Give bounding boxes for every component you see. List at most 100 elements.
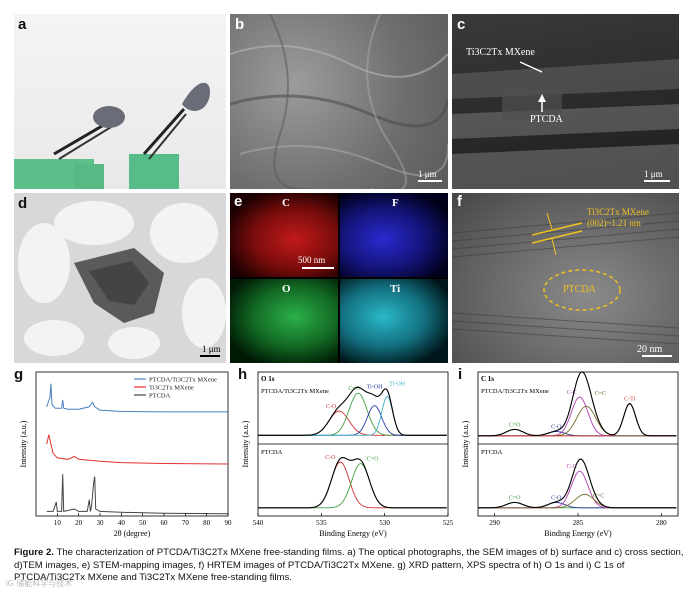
xrd-legend-label-1: Ti3C2Tx MXene xyxy=(149,385,194,392)
xrd-legend-label-2: PTCDA xyxy=(149,393,171,400)
xrd-x-tick-label-3: 40 xyxy=(118,519,126,527)
c1s-title: C 1s xyxy=(481,375,494,383)
xrd-legend-label-0: PTCDA/Ti3C2Tx MXene xyxy=(149,377,217,384)
map-label-o: O xyxy=(282,283,291,295)
sem-texture xyxy=(230,14,448,189)
xrd-x-axis-label: 2θ (degree) xyxy=(114,529,151,538)
c1s-y-axis-label: Intensity (a.u.) xyxy=(461,420,470,467)
panel-label-g: g xyxy=(14,366,24,383)
map-c xyxy=(230,193,338,277)
photo-illustration xyxy=(14,82,210,189)
panel-label-e: e xyxy=(234,193,243,210)
c1s-sub1-component-0 xyxy=(478,501,677,509)
xrd-x-tick-label-7: 80 xyxy=(203,519,211,527)
panel-h-o1s: h O 1s C-O C=O Ti-OH Ti-OH PTCDA/Ti3C2Tx MXen… xyxy=(236,366,456,544)
c1s-sub1-label: PTCDA xyxy=(481,449,503,456)
map-f xyxy=(340,193,448,277)
c1s-sub0-component-label-4: C-Ti xyxy=(624,396,635,402)
map-ti xyxy=(340,279,448,363)
panel-c-sem-cross-section: c Ti3C2Tx MXene PTCDA 1 μm xyxy=(452,14,679,189)
panel-g-xrd: g PTCDA/Ti3C2Tx MXene Ti3C2Tx MXene PTCDA 1… xyxy=(14,366,236,544)
annotation-ptcda-f: PTCDA xyxy=(563,284,596,295)
panel-d-tem: d 1 μm xyxy=(14,193,226,363)
c1s-x-axis-label: Binding Energy (eV) xyxy=(544,529,612,538)
o1s-x-tick-label-2: 530 xyxy=(379,519,390,527)
o1s-sub1-component-1 xyxy=(258,463,447,509)
o1s-x-tick-label-1: 535 xyxy=(316,519,327,527)
c1s-sub0-component-label-3: C=C xyxy=(595,391,606,397)
panel-a-photo: a xyxy=(14,14,226,189)
o1s-sub0-envelope xyxy=(258,386,447,436)
map-label-f: F xyxy=(392,197,399,209)
annotation-mxene-f: Ti3C2Tx MXene xyxy=(587,207,649,217)
xrd-series-1 xyxy=(46,434,229,465)
o1s-x-axis-label: Binding Energy (eV) xyxy=(319,529,387,538)
scale-label-c: 1 μm xyxy=(644,169,663,179)
c1s-sub1-component-1 xyxy=(478,501,677,509)
map-label-ti: Ti xyxy=(390,283,401,295)
o1s-y-axis-label: Intensity (a.u.) xyxy=(241,420,250,467)
c1s-sub0-envelope xyxy=(478,371,677,437)
xrd-x-tick-label-5: 60 xyxy=(161,519,169,527)
cross-section-texture xyxy=(452,59,679,189)
o1s-sub0-component-3 xyxy=(258,395,447,436)
panel-label-h: h xyxy=(238,366,248,383)
c1s-sub0-component-label-2: C-C xyxy=(567,390,577,396)
panel-f-hrtem: f Ti3C2Tx MXene (002)~1.21 nm PTCDA 20 n… xyxy=(452,193,679,363)
caption-text: The characterization of PTCDA/Ti3C2Tx MX… xyxy=(14,547,684,583)
scale-bar-e xyxy=(302,267,334,269)
o1s-sub0-component-2 xyxy=(258,405,447,436)
xrd-x-tick-label-0: 10 xyxy=(54,519,62,527)
xrd-x-tick-label-4: 50 xyxy=(139,519,147,527)
c1s-x-tick-label-0: 290 xyxy=(489,519,500,527)
scale-bar-f xyxy=(642,355,672,357)
map-o xyxy=(230,279,338,363)
hrtem-illustration xyxy=(452,212,679,345)
panel-i-c1s: i C 1s C=O C-O C-C C=C C-Ti PTCDA/Ti3C2Tx MXen… xyxy=(456,366,686,544)
c1s-sub1-component-label-2: C-C xyxy=(567,464,577,470)
xrd-y-axis-label: Intensity (a.u.) xyxy=(19,420,28,467)
scale-label-b: 1 μm xyxy=(418,169,437,179)
caption-prefix: Figure 2. xyxy=(14,547,54,558)
c1s-chart: C 1s C=O C-O C-C C=C C-Ti PTCDA/Ti3C2Tx MXene C… xyxy=(461,371,679,538)
xrd-x-tick-label-1: 20 xyxy=(75,519,83,527)
panel-e-stem-mapping: e C F O Ti 500 nm xyxy=(230,193,448,363)
annotation-mxene-c: Ti3C2Tx MXene xyxy=(466,47,535,58)
panel-label-d: d xyxy=(18,195,28,212)
c1s-sub1-component-label-0: C=O xyxy=(509,495,521,501)
c1s-sub1-component-label-3: C=C xyxy=(593,493,604,499)
o1s-sub1-envelope xyxy=(258,456,447,509)
figure-caption: Figure 2. The characterization of PTCDA/… xyxy=(14,547,684,585)
c1s-sub1-component-3 xyxy=(478,493,677,509)
tem-illustration xyxy=(18,201,226,359)
c1s-sub1-component-label-1: C-O xyxy=(551,495,562,501)
annotation-d-spacing-f: (002)~1.21 nm xyxy=(587,218,641,228)
xrd-plot-frame xyxy=(35,371,229,517)
o1s-sub0-component-label-2: Ti-OH xyxy=(367,385,383,391)
c1s-sub0-component-label-0: C=O xyxy=(509,422,521,428)
o1s-sub0-component-label-3: Ti-OH xyxy=(389,381,405,387)
scale-label-d: 1 μm xyxy=(202,344,221,354)
panel-label-i: i xyxy=(458,366,463,383)
c1s-x-tick-label-1: 285 xyxy=(573,519,584,527)
xrd-x-tick-label-6: 70 xyxy=(182,519,190,527)
o1s-sub1-component-label-1: C=O xyxy=(367,457,379,463)
panel-label-b: b xyxy=(235,16,245,33)
panel-b-sem-surface: b 1 μm xyxy=(230,14,448,189)
o1s-sub0-component-1 xyxy=(258,392,447,436)
o1s-x-tick-label-0: 540 xyxy=(253,519,264,527)
scale-label-f: 20 nm xyxy=(637,344,663,355)
c1s-x-tick-label-2: 280 xyxy=(656,519,667,527)
o1s-chart: O 1s C-O C=O Ti-OH Ti-OH PTCDA/Ti3C2Tx MXene C… xyxy=(241,371,454,538)
o1s-x-tick-label-3: 525 xyxy=(443,519,454,527)
xrd-x-tick-label-2: 30 xyxy=(97,519,105,527)
c1s-sub0-component-label-1: C-O xyxy=(551,425,562,431)
watermark: iG 储能科学与技术 xyxy=(6,579,73,588)
o1s-sub0-component-label-0: C-O xyxy=(326,404,337,410)
o1s-sub1-label: PTCDA xyxy=(261,449,283,456)
c1s-sub0-label: PTCDA/Ti3C2Tx MXene xyxy=(481,388,549,395)
c1s-sub1-envelope xyxy=(478,458,677,509)
scale-label-e: 500 nm xyxy=(298,255,326,265)
c1s-sub1-component-2 xyxy=(478,470,677,509)
